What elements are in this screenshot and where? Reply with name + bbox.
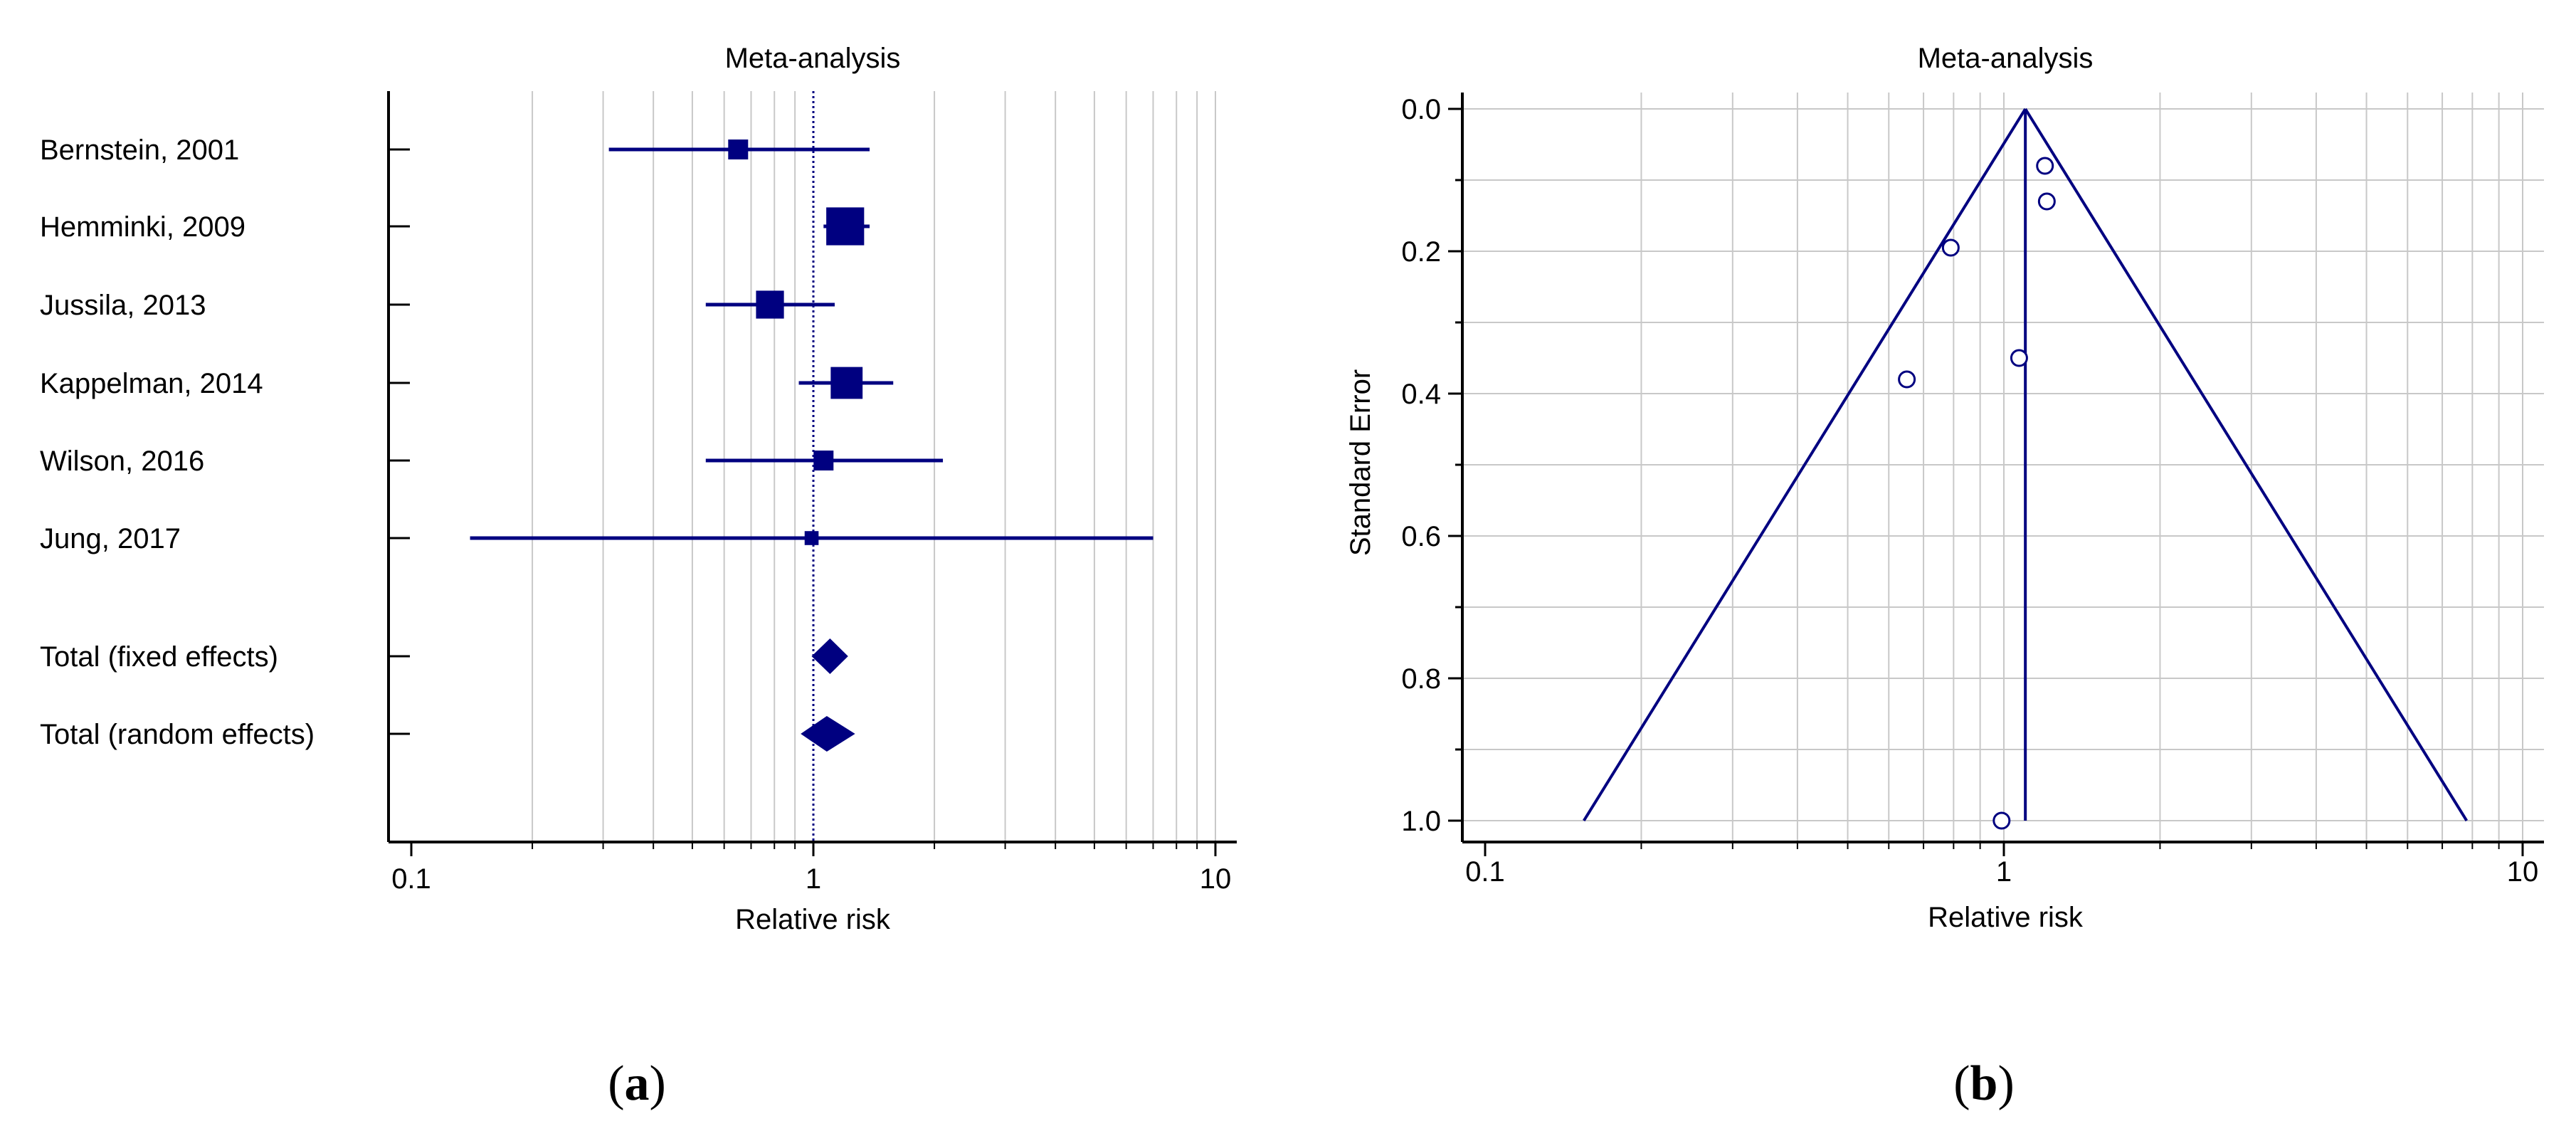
funnel-plot-axes — [1448, 93, 2544, 856]
x-tick-label: 1 — [806, 863, 821, 895]
x-tick-label: 1 — [1996, 856, 2012, 888]
funnel-plot-title: Meta-analysis — [1918, 43, 2094, 74]
y-tick-label: 0.4 — [1401, 379, 1441, 410]
x-tick-label: 0.1 — [391, 863, 431, 895]
effect-square — [830, 367, 863, 399]
study-label: Jung, 2017 — [40, 523, 181, 554]
forest-plot-title: Meta-analysis — [725, 43, 901, 74]
forest-plot-marks — [470, 140, 1154, 752]
panel-b-caption: (b) — [1953, 1056, 2015, 1111]
study-point — [1992, 811, 2011, 830]
pooled-diamond — [801, 716, 855, 752]
funnel-left-edge — [1583, 107, 2027, 822]
funnel-plot-grid — [1462, 93, 2544, 842]
funnel-plot-panel: Meta-analysis 0.1 1 10 0.0 0.2 0.4 0.6 0.8 1.0 R… — [1345, 43, 2544, 1111]
forest-plot-x-axis-label: Relative risk — [735, 904, 891, 935]
panel-a-caption: (a) — [608, 1056, 666, 1111]
forest-plot-panel: Meta-analysis Bernstein, 2001 Hemminki, 2… — [40, 43, 1237, 1111]
study-point — [2010, 349, 2028, 367]
forest-plot-study-labels: Bernstein, 2001 Hemminki, 2009 Jussila, 20… — [40, 135, 315, 750]
forest-plot-grid — [532, 91, 1216, 842]
study-label: Jussila, 2013 — [40, 290, 206, 321]
y-tick-label: 0.2 — [1401, 236, 1441, 268]
funnel-plot-x-axis-label: Relative risk — [1928, 902, 2084, 933]
x-tick-label: 10 — [2507, 856, 2539, 888]
funnel-plot-funnel — [1583, 107, 2469, 822]
total-label: Total (random effects) — [40, 719, 315, 750]
funnel-plot-y-axis-label: Standard Error — [1345, 369, 1376, 556]
study-label: Kappelman, 2014 — [40, 368, 263, 399]
study-point — [2037, 192, 2056, 211]
effect-square — [728, 140, 749, 159]
y-tick-label: 1.0 — [1401, 806, 1441, 837]
y-tick-label: 0.0 — [1401, 94, 1441, 125]
effect-square — [804, 531, 819, 545]
funnel-plot-points — [1898, 157, 2056, 830]
study-point — [2036, 157, 2054, 175]
effect-square — [813, 451, 834, 470]
total-label: Total (fixed effects) — [40, 641, 278, 673]
funnel-right-edge — [2024, 107, 2469, 822]
study-point — [1941, 238, 1960, 257]
x-tick-label: 0.1 — [1465, 856, 1505, 888]
forest-plot-x-tick-labels: 0.1 1 10 — [391, 863, 1231, 895]
funnel-plot-tick-labels: 0.1 1 10 0.0 0.2 0.4 0.6 0.8 1.0 — [1401, 94, 2538, 888]
effect-square — [826, 207, 865, 246]
pooled-diamond — [811, 638, 848, 674]
x-tick-label: 10 — [1200, 863, 1232, 895]
study-point — [1898, 370, 1916, 389]
y-tick-label: 0.6 — [1401, 521, 1441, 552]
y-tick-label: 0.8 — [1401, 663, 1441, 695]
forest-plot-axes — [387, 91, 1237, 856]
study-label: Bernstein, 2001 — [40, 135, 239, 166]
study-label: Wilson, 2016 — [40, 446, 204, 477]
effect-square — [756, 290, 784, 319]
study-label: Hemminki, 2009 — [40, 211, 246, 243]
